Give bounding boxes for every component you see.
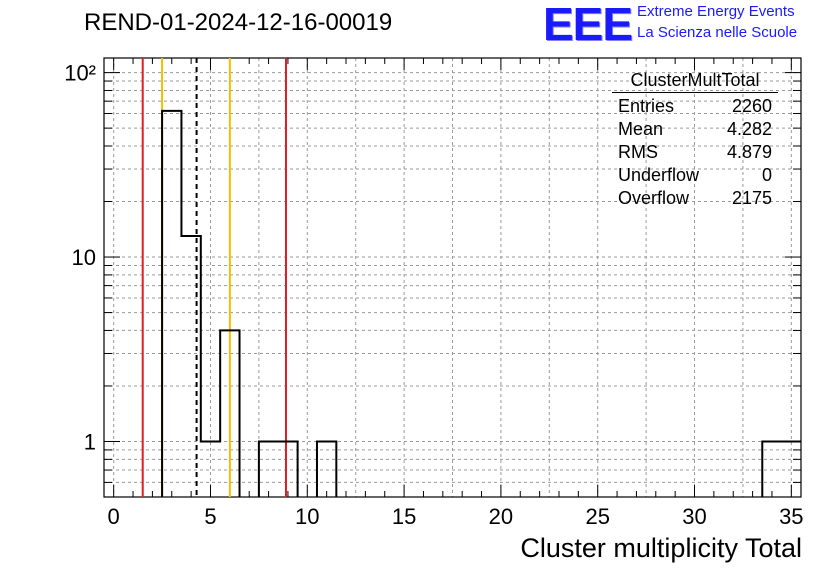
x-tick-label: 5: [204, 504, 216, 529]
stats-value: 2260: [731, 96, 772, 116]
x-tick-label: 20: [489, 504, 513, 529]
stats-value: 2175: [731, 188, 772, 208]
stats-row-entries: Entries 2260: [612, 95, 778, 118]
stats-label: Overflow: [618, 188, 690, 208]
histogram-bin: [278, 441, 297, 497]
stats-label: Entries: [618, 96, 675, 116]
stats-value: 0: [761, 165, 772, 185]
y-tick-label: 10: [72, 245, 96, 270]
stats-title: ClusterMultTotal: [612, 70, 778, 93]
x-tick-label: 0: [108, 504, 120, 529]
y-tick-label: 1: [84, 429, 96, 454]
y-tick-label: 10²: [64, 61, 96, 86]
x-tick-label: 15: [392, 504, 416, 529]
stats-box: ClusterMultTotal Entries 2260 Mean 4.282…: [612, 70, 778, 210]
stats-row-mean: Mean 4.282: [612, 118, 778, 141]
logo-subtitle-line1: Extreme Energy Events: [637, 3, 795, 20]
x-tick-label: 30: [682, 504, 706, 529]
x-tick-label: 25: [585, 504, 609, 529]
logo-subtitle-line2: La Scienza nelle Scuole: [637, 24, 798, 41]
eee-logo: EEE: [543, 0, 633, 50]
x-axis-label: Cluster multiplicity Total: [520, 533, 802, 563]
plot-frame: [103, 57, 802, 498]
stats-row-rms: RMS 4.879: [612, 141, 778, 164]
stats-value: 4.879: [726, 142, 772, 162]
logo-text: EEE: [543, 0, 633, 50]
stats-label: Underflow: [618, 165, 700, 185]
stats-label: Mean: [618, 119, 664, 139]
histogram-bars: [161, 109, 801, 497]
x-tick-label: 10: [295, 504, 319, 529]
x-tick-label: 35: [779, 504, 803, 529]
chart-title: REND-01-2024-12-16-00019: [84, 9, 393, 36]
stats-label: RMS: [618, 142, 658, 162]
stats-row-overflow: Overflow 2175: [612, 187, 778, 210]
stats-value: 4.282: [726, 119, 772, 139]
stats-row-underflow: Underflow 0: [612, 164, 778, 187]
